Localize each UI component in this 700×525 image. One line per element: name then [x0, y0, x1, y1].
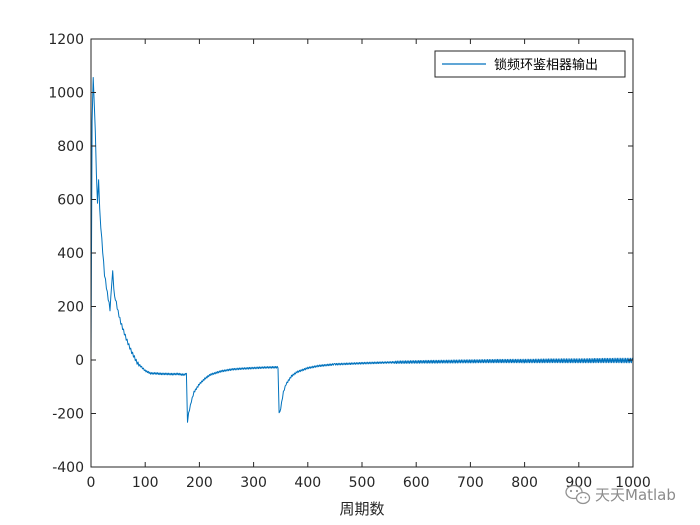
y-tick-label: 0 [75, 353, 84, 369]
x-tick-label: 700 [457, 475, 484, 491]
x-axis-label: 周期数 [339, 500, 384, 518]
plot-area [91, 39, 633, 467]
y-tick-label: 1000 [48, 86, 84, 102]
x-tick-label: 100 [132, 475, 159, 491]
y-tick-label: 1200 [48, 32, 84, 48]
x-tick-label: 800 [511, 475, 538, 491]
x-tick-label: 500 [349, 475, 376, 491]
legend-label: 锁频环鉴相器输出 [494, 57, 598, 73]
y-tick-label: -200 [52, 407, 84, 423]
x-tick-label: 300 [240, 475, 267, 491]
legend: 锁频环鉴相器输出 [434, 50, 626, 78]
y-tick-label: 600 [57, 193, 84, 209]
y-tick-label: 400 [57, 246, 84, 262]
wechat-icon [565, 484, 591, 505]
x-tick-label: 400 [294, 475, 321, 491]
y-tick-label: 200 [57, 300, 84, 316]
ticks-layer [90, 38, 634, 468]
x-tick-label: 1000 [615, 475, 651, 491]
watermark: 天天Matlab [565, 484, 676, 505]
x-tick-label: 0 [87, 475, 96, 491]
series-layer [90, 77, 634, 423]
watermark-text: 天天Matlab [595, 486, 676, 504]
x-tick-label: 600 [403, 475, 430, 491]
series-line-0 [90, 77, 634, 423]
x-tick-label: 200 [186, 475, 213, 491]
y-tick-label: 800 [57, 139, 84, 155]
y-tick-label: -400 [52, 460, 84, 476]
